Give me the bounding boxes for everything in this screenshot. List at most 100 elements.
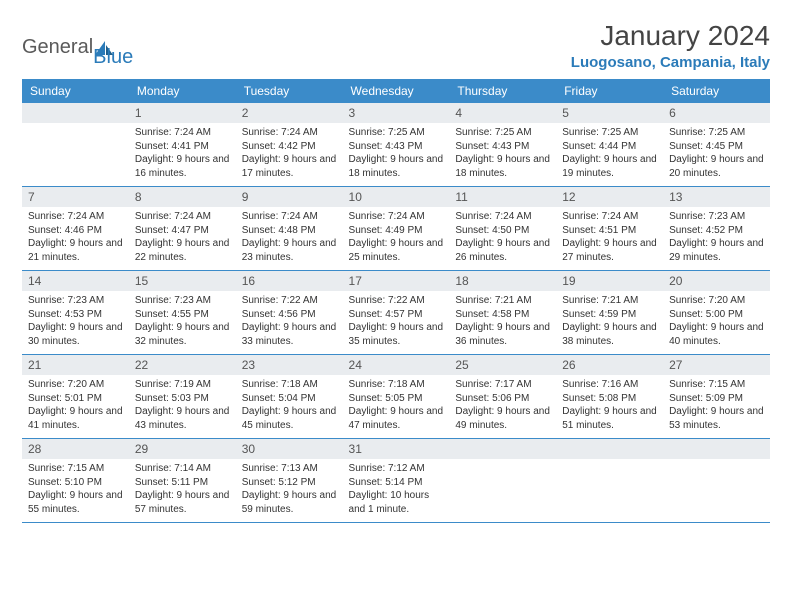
day-body: Sunrise: 7:22 AMSunset: 4:56 PMDaylight:…: [236, 291, 343, 354]
sunset-text: Sunset: 5:06 PM: [455, 392, 550, 406]
sunset-text: Sunset: 4:55 PM: [135, 308, 230, 322]
calendar-page: General Blue January 2024 Luogosano, Cam…: [0, 0, 792, 543]
daylight-text: Daylight: 9 hours and 53 minutes.: [669, 405, 764, 432]
day-cell: 12Sunrise: 7:24 AMSunset: 4:51 PMDayligh…: [556, 187, 663, 271]
day-number: 15: [129, 271, 236, 291]
day-cell: 19Sunrise: 7:21 AMSunset: 4:59 PMDayligh…: [556, 271, 663, 355]
day-number: 7: [22, 187, 129, 207]
day-number: [449, 439, 556, 459]
day-number: [22, 103, 129, 123]
sunrise-text: Sunrise: 7:25 AM: [455, 126, 550, 140]
daylight-text: Daylight: 9 hours and 40 minutes.: [669, 321, 764, 348]
sunset-text: Sunset: 5:04 PM: [242, 392, 337, 406]
day-cell: 14Sunrise: 7:23 AMSunset: 4:53 PMDayligh…: [22, 271, 129, 355]
day-cell: 25Sunrise: 7:17 AMSunset: 5:06 PMDayligh…: [449, 355, 556, 439]
sunset-text: Sunset: 5:01 PM: [28, 392, 123, 406]
sunrise-text: Sunrise: 7:13 AM: [242, 462, 337, 476]
daylight-text: Daylight: 9 hours and 55 minutes.: [28, 489, 123, 516]
title-block: January 2024 Luogosano, Campania, Italy: [571, 20, 770, 71]
sunset-text: Sunset: 5:12 PM: [242, 476, 337, 490]
sunrise-text: Sunrise: 7:24 AM: [28, 210, 123, 224]
day-cell: 6Sunrise: 7:25 AMSunset: 4:45 PMDaylight…: [663, 103, 770, 187]
daylight-text: Daylight: 9 hours and 25 minutes.: [349, 237, 444, 264]
daylight-text: Daylight: 9 hours and 23 minutes.: [242, 237, 337, 264]
dayhead-tue: Tuesday: [236, 79, 343, 103]
day-number: 24: [343, 355, 450, 375]
day-cell: 31Sunrise: 7:12 AMSunset: 5:14 PMDayligh…: [343, 439, 450, 523]
daylight-text: Daylight: 9 hours and 32 minutes.: [135, 321, 230, 348]
sunset-text: Sunset: 4:50 PM: [455, 224, 550, 238]
day-number: 18: [449, 271, 556, 291]
daylight-text: Daylight: 9 hours and 20 minutes.: [669, 153, 764, 180]
day-cell: 20Sunrise: 7:20 AMSunset: 5:00 PMDayligh…: [663, 271, 770, 355]
day-body: Sunrise: 7:25 AMSunset: 4:43 PMDaylight:…: [449, 123, 556, 186]
daylight-text: Daylight: 9 hours and 19 minutes.: [562, 153, 657, 180]
daylight-text: Daylight: 9 hours and 29 minutes.: [669, 237, 764, 264]
day-cell: 18Sunrise: 7:21 AMSunset: 4:58 PMDayligh…: [449, 271, 556, 355]
sunrise-text: Sunrise: 7:20 AM: [669, 294, 764, 308]
sunset-text: Sunset: 4:43 PM: [455, 140, 550, 154]
sunrise-text: Sunrise: 7:18 AM: [349, 378, 444, 392]
day-number: 8: [129, 187, 236, 207]
week-row: 7Sunrise: 7:24 AMSunset: 4:46 PMDaylight…: [22, 187, 770, 271]
daylight-text: Daylight: 9 hours and 41 minutes.: [28, 405, 123, 432]
day-header-row: Sunday Monday Tuesday Wednesday Thursday…: [22, 79, 770, 103]
day-body: [556, 459, 663, 515]
daylight-text: Daylight: 9 hours and 35 minutes.: [349, 321, 444, 348]
day-number: [556, 439, 663, 459]
sunset-text: Sunset: 4:57 PM: [349, 308, 444, 322]
day-number: 27: [663, 355, 770, 375]
day-cell: 1Sunrise: 7:24 AMSunset: 4:41 PMDaylight…: [129, 103, 236, 187]
daylight-text: Daylight: 9 hours and 18 minutes.: [349, 153, 444, 180]
sunset-text: Sunset: 5:11 PM: [135, 476, 230, 490]
day-number: 12: [556, 187, 663, 207]
day-number: 26: [556, 355, 663, 375]
daylight-text: Daylight: 9 hours and 27 minutes.: [562, 237, 657, 264]
day-body: Sunrise: 7:24 AMSunset: 4:51 PMDaylight:…: [556, 207, 663, 270]
day-cell: 26Sunrise: 7:16 AMSunset: 5:08 PMDayligh…: [556, 355, 663, 439]
day-body: Sunrise: 7:24 AMSunset: 4:47 PMDaylight:…: [129, 207, 236, 270]
day-cell: 27Sunrise: 7:15 AMSunset: 5:09 PMDayligh…: [663, 355, 770, 439]
week-row: 21Sunrise: 7:20 AMSunset: 5:01 PMDayligh…: [22, 355, 770, 439]
sunrise-text: Sunrise: 7:23 AM: [28, 294, 123, 308]
dayhead-mon: Monday: [129, 79, 236, 103]
sunrise-text: Sunrise: 7:25 AM: [669, 126, 764, 140]
dayhead-sat: Saturday: [663, 79, 770, 103]
day-body: Sunrise: 7:25 AMSunset: 4:45 PMDaylight:…: [663, 123, 770, 186]
daylight-text: Daylight: 9 hours and 38 minutes.: [562, 321, 657, 348]
daylight-text: Daylight: 9 hours and 43 minutes.: [135, 405, 230, 432]
dayhead-thu: Thursday: [449, 79, 556, 103]
daylight-text: Daylight: 9 hours and 57 minutes.: [135, 489, 230, 516]
daylight-text: Daylight: 9 hours and 33 minutes.: [242, 321, 337, 348]
sunrise-text: Sunrise: 7:24 AM: [562, 210, 657, 224]
dayhead-wed: Wednesday: [343, 79, 450, 103]
sunset-text: Sunset: 4:43 PM: [349, 140, 444, 154]
day-body: Sunrise: 7:20 AMSunset: 5:00 PMDaylight:…: [663, 291, 770, 354]
day-body: [22, 123, 129, 179]
day-body: Sunrise: 7:15 AMSunset: 5:09 PMDaylight:…: [663, 375, 770, 438]
day-number: 13: [663, 187, 770, 207]
daylight-text: Daylight: 9 hours and 22 minutes.: [135, 237, 230, 264]
sunrise-text: Sunrise: 7:24 AM: [135, 210, 230, 224]
day-cell: [663, 439, 770, 523]
day-number: 19: [556, 271, 663, 291]
day-body: Sunrise: 7:24 AMSunset: 4:50 PMDaylight:…: [449, 207, 556, 270]
sunrise-text: Sunrise: 7:22 AM: [242, 294, 337, 308]
day-body: [449, 459, 556, 515]
day-cell: [449, 439, 556, 523]
calendar-table: Sunday Monday Tuesday Wednesday Thursday…: [22, 79, 770, 523]
day-number: 21: [22, 355, 129, 375]
day-body: Sunrise: 7:12 AMSunset: 5:14 PMDaylight:…: [343, 459, 450, 522]
sunset-text: Sunset: 5:14 PM: [349, 476, 444, 490]
day-cell: 28Sunrise: 7:15 AMSunset: 5:10 PMDayligh…: [22, 439, 129, 523]
sunrise-text: Sunrise: 7:12 AM: [349, 462, 444, 476]
sunset-text: Sunset: 4:49 PM: [349, 224, 444, 238]
sunset-text: Sunset: 4:58 PM: [455, 308, 550, 322]
sunrise-text: Sunrise: 7:22 AM: [349, 294, 444, 308]
header-row: General Blue January 2024 Luogosano, Cam…: [22, 20, 770, 71]
sunset-text: Sunset: 5:05 PM: [349, 392, 444, 406]
brand-logo: General Blue: [22, 26, 133, 69]
day-number: 6: [663, 103, 770, 123]
day-number: 25: [449, 355, 556, 375]
day-body: Sunrise: 7:25 AMSunset: 4:44 PMDaylight:…: [556, 123, 663, 186]
